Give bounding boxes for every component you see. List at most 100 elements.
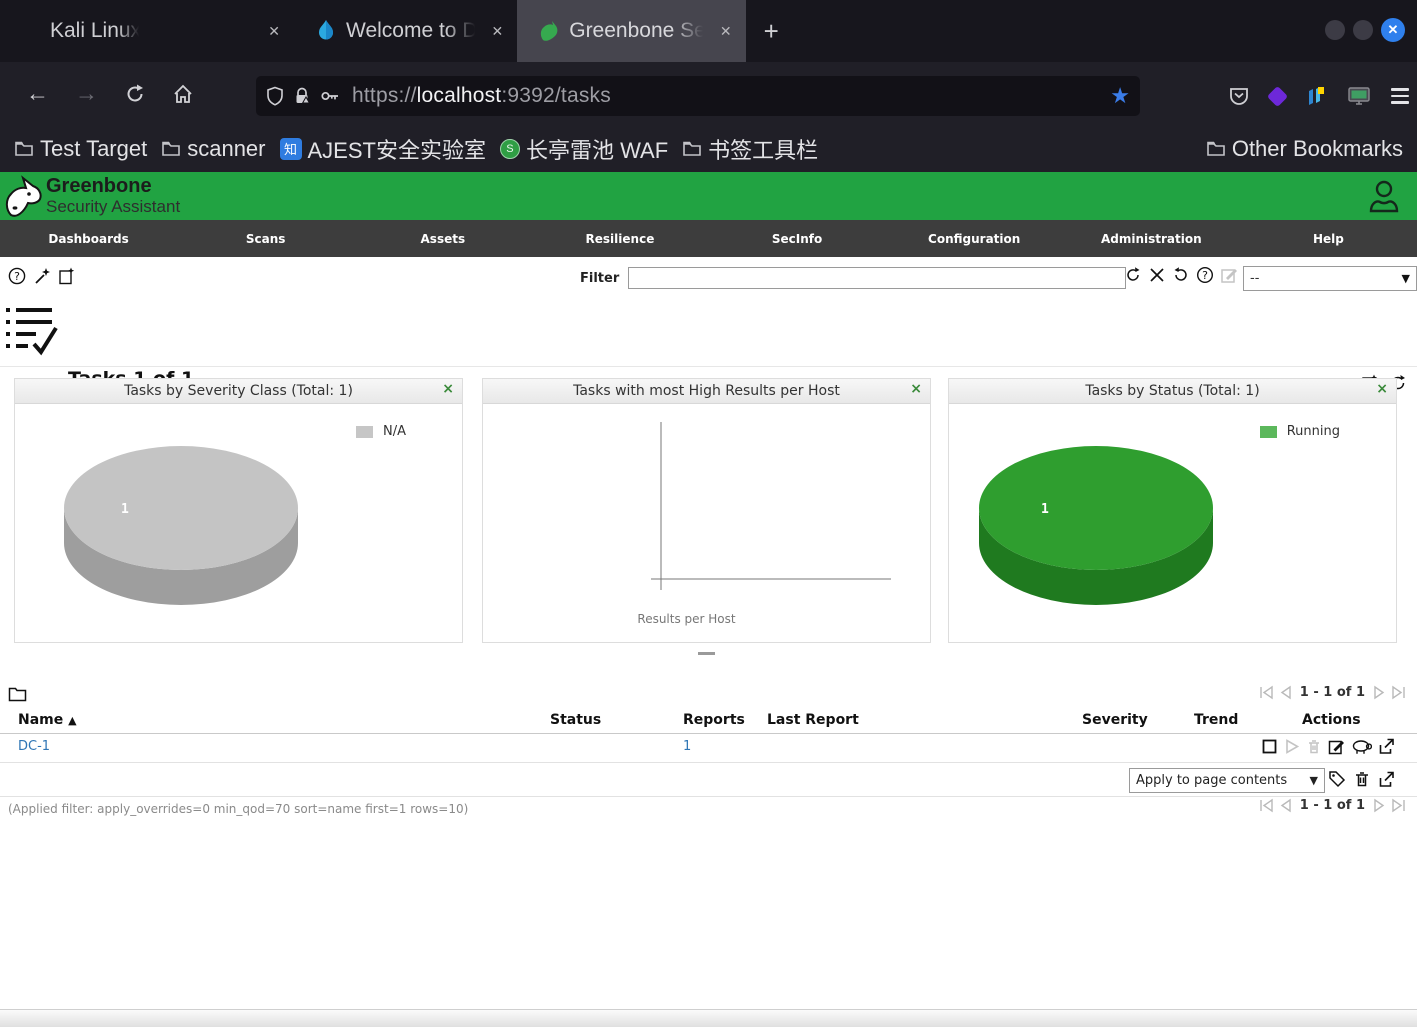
column-header-trend[interactable]: Trend <box>1194 712 1239 728</box>
chart-legend: Running <box>1259 424 1340 439</box>
new-tab-button[interactable]: + <box>763 15 779 46</box>
panel-close-icon[interactable]: × <box>442 381 454 397</box>
next-page-icon[interactable] <box>1372 685 1387 700</box>
menu-assets[interactable]: Assets <box>420 231 466 246</box>
lock-warning-icon[interactable] <box>293 86 311 106</box>
shield-icon[interactable] <box>266 86 284 106</box>
home-button[interactable] <box>172 83 194 105</box>
filter-input[interactable] <box>628 267 1126 289</box>
dashboard-resize-handle[interactable] <box>698 652 715 655</box>
last-page-icon[interactable] <box>1390 798 1407 813</box>
back-button[interactable]: ← <box>26 80 49 106</box>
wizard-wand-icon[interactable] <box>33 267 51 285</box>
other-bookmarks[interactable]: Other Bookmarks <box>1206 136 1403 162</box>
new-task-icon[interactable] <box>58 267 76 285</box>
user-icon[interactable] <box>1367 178 1401 214</box>
export-task-icon[interactable] <box>1378 738 1395 755</box>
key-icon[interactable] <box>320 86 340 106</box>
first-page-icon[interactable] <box>1258 685 1275 700</box>
edit-task-icon[interactable] <box>1328 738 1345 755</box>
next-page-icon[interactable] <box>1372 798 1387 813</box>
bookmark-label: Test Target <box>40 135 148 161</box>
legend-label: N/A <box>383 424 406 439</box>
bookmark-star-icon[interactable]: ★ <box>1110 83 1130 108</box>
menu-dashboards[interactable]: Dashboards <box>48 231 129 246</box>
clone-sheep-icon[interactable] <box>1351 738 1372 755</box>
menu-administration[interactable]: Administration <box>1100 231 1202 246</box>
task-name-link[interactable]: DC-1 <box>18 739 51 754</box>
bookmark-label: scanner <box>187 135 266 161</box>
empty-bar-chart[interactable] <box>483 404 932 643</box>
extension-purple-cube-icon[interactable] <box>1266 85 1289 107</box>
bookmarks-bar: Test Target scanner 知 AJEST安全实验室 S 长亭雷池 … <box>0 125 1417 172</box>
folder-icon[interactable] <box>8 685 27 702</box>
column-header-reports[interactable]: Reports <box>683 712 745 728</box>
filter-label: Filter <box>580 271 620 286</box>
menu-secinfo[interactable]: SecInfo <box>771 231 823 246</box>
menu-scans[interactable]: Scans <box>245 231 286 246</box>
menu-help[interactable]: Help <box>1312 231 1344 246</box>
window-close-button[interactable]: ✕ <box>1381 18 1405 42</box>
column-header-name[interactable]: Name ▲ <box>18 712 77 728</box>
bookmark-test-target[interactable]: Test Target <box>14 136 147 162</box>
tab-close-icon[interactable]: ✕ <box>491 22 504 39</box>
tab-title: Kali Linux <box>50 19 142 42</box>
forward-button[interactable]: → <box>75 80 98 106</box>
previous-page-icon[interactable] <box>1278 798 1293 813</box>
column-header-status[interactable]: Status <box>550 712 602 728</box>
panel-header[interactable]: Tasks with most High Results per Host × <box>483 379 930 404</box>
greenbone-favicon-icon <box>541 21 558 41</box>
filter-help-icon[interactable]: ? <box>1196 266 1214 284</box>
panel-header[interactable]: Tasks by Severity Class (Total: 1) × <box>15 379 462 404</box>
status-pie-chart[interactable]: 1 <box>949 404 1398 643</box>
trashcan-bulk-icon[interactable] <box>1354 770 1370 788</box>
heading-row: Tasks 1 of 1 <box>0 296 1417 392</box>
menu-hamburger-icon[interactable] <box>1391 88 1409 104</box>
bookmark-ajest[interactable]: 知 AJEST安全实验室 <box>279 133 486 165</box>
delete-filter-icon[interactable] <box>1148 266 1166 284</box>
url-bar[interactable]: https://localhost:9392/tasks ★ <box>256 76 1140 116</box>
column-header-last-report[interactable]: Last Report <box>767 712 859 728</box>
extension-monitor-icon[interactable] <box>1347 85 1371 107</box>
url-text[interactable]: https://localhost:9392/tasks <box>352 84 611 108</box>
tab-kali-linux[interactable]: Kali Linux ✕ <box>0 0 294 62</box>
menu-configuration[interactable]: Configuration <box>928 231 1021 246</box>
reset-filter-icon[interactable] <box>1172 266 1190 284</box>
reports-count-link[interactable]: 1 <box>683 739 692 754</box>
pagination-top: 1 - 1 of 1 <box>1258 685 1407 700</box>
reload-button[interactable] <box>124 83 146 105</box>
gsa-footer-bar <box>0 1009 1417 1027</box>
panel-close-icon[interactable]: × <box>910 381 922 397</box>
extension-n-icon[interactable] <box>1305 85 1327 107</box>
tab-welcome-drupal[interactable]: Welcome to D ✕ <box>294 0 517 62</box>
menu-resilience[interactable]: Resilience <box>585 231 655 246</box>
panel-close-icon[interactable]: × <box>1376 381 1388 397</box>
trashcan-icon[interactable] <box>1306 738 1322 755</box>
stop-task-icon[interactable] <box>1261 738 1278 755</box>
help-icon[interactable]: ? <box>8 267 26 285</box>
filter-preset-select[interactable]: -- ▼ <box>1243 266 1417 291</box>
resume-task-icon[interactable] <box>1284 738 1300 755</box>
bookmark-chaitin-waf[interactable]: S 长亭雷池 WAF <box>499 133 668 165</box>
pocket-icon[interactable] <box>1228 85 1250 107</box>
column-header-severity[interactable]: Severity <box>1082 712 1148 728</box>
bookmark-scanner[interactable]: scanner <box>161 135 266 162</box>
apply-to-select[interactable]: Apply to page contents ▼ <box>1129 768 1325 793</box>
maximize-button[interactable] <box>1353 20 1373 40</box>
tag-icon[interactable] <box>1328 770 1346 788</box>
severity-pie-chart[interactable]: 1 <box>15 404 464 643</box>
last-page-icon[interactable] <box>1390 685 1407 700</box>
minimize-button[interactable] <box>1325 20 1345 40</box>
refresh-filter-icon[interactable] <box>1124 266 1142 284</box>
tab-greenbone[interactable]: Greenbone Se ✕ <box>517 0 746 62</box>
previous-page-icon[interactable] <box>1278 685 1293 700</box>
bookmark-toolbar-folder[interactable]: 书签工具栏 <box>682 133 818 165</box>
panel-header[interactable]: Tasks by Status (Total: 1) × <box>949 379 1396 404</box>
apply-to-value: Apply to page contents <box>1136 773 1288 788</box>
first-page-icon[interactable] <box>1258 798 1275 813</box>
drupal-icon <box>319 20 333 40</box>
export-bulk-icon[interactable] <box>1378 770 1395 788</box>
tab-close-icon[interactable]: ✕ <box>719 22 732 39</box>
edit-filter-icon[interactable] <box>1220 266 1238 284</box>
tab-close-icon[interactable]: ✕ <box>268 22 280 39</box>
